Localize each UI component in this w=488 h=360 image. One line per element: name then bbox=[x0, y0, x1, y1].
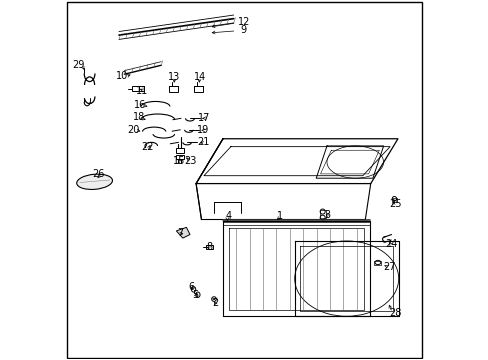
Text: 18: 18 bbox=[132, 112, 144, 122]
Text: 4: 4 bbox=[225, 211, 231, 221]
Text: 11: 11 bbox=[136, 86, 148, 96]
Text: 1: 1 bbox=[276, 211, 282, 221]
Text: 5: 5 bbox=[191, 290, 198, 300]
Text: 21: 21 bbox=[197, 138, 209, 147]
Ellipse shape bbox=[77, 174, 112, 189]
Bar bbox=[139, 86, 144, 91]
Text: 20: 20 bbox=[127, 125, 139, 135]
Text: 27: 27 bbox=[383, 262, 395, 272]
Bar bbox=[391, 198, 396, 202]
Text: 2: 2 bbox=[211, 298, 218, 308]
Text: 19: 19 bbox=[197, 125, 209, 135]
Text: 12: 12 bbox=[237, 17, 249, 27]
Text: 3: 3 bbox=[323, 210, 329, 220]
Bar bbox=[206, 245, 213, 249]
Polygon shape bbox=[176, 227, 190, 238]
Text: 22: 22 bbox=[141, 141, 154, 152]
Text: 26: 26 bbox=[92, 168, 104, 179]
Text: 25: 25 bbox=[388, 199, 401, 210]
Text: 15: 15 bbox=[173, 156, 185, 166]
Bar bbox=[175, 154, 183, 159]
Text: 29: 29 bbox=[73, 60, 85, 70]
Bar bbox=[319, 211, 325, 219]
Text: 13: 13 bbox=[168, 72, 181, 82]
Text: 6: 6 bbox=[188, 282, 194, 292]
Text: 24: 24 bbox=[385, 239, 397, 249]
Text: 17: 17 bbox=[198, 113, 210, 123]
Text: 9: 9 bbox=[240, 25, 246, 35]
Bar bbox=[169, 86, 178, 92]
Text: 7: 7 bbox=[177, 228, 183, 238]
Text: 10: 10 bbox=[116, 71, 128, 81]
Bar bbox=[175, 148, 183, 153]
Bar bbox=[131, 86, 139, 91]
Text: 23: 23 bbox=[183, 156, 196, 166]
Bar bbox=[373, 261, 381, 265]
Text: 8: 8 bbox=[206, 242, 212, 252]
Bar bbox=[194, 86, 203, 92]
Text: 16: 16 bbox=[134, 100, 146, 111]
Text: 14: 14 bbox=[193, 72, 205, 82]
Text: 28: 28 bbox=[388, 308, 401, 318]
